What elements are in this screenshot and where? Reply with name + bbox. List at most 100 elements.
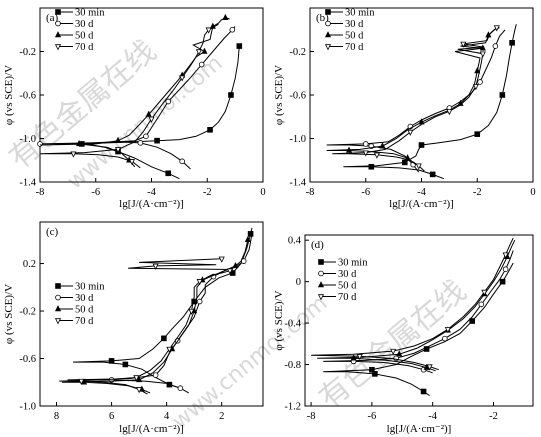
legend-marker xyxy=(324,31,332,38)
legend-marker xyxy=(317,281,325,288)
y-tick-label: -0.6 xyxy=(289,91,306,102)
data-point xyxy=(148,116,155,123)
legend-entry: 30 d xyxy=(338,269,357,280)
data-point xyxy=(222,13,229,20)
data-point xyxy=(115,147,122,154)
data-point xyxy=(115,136,122,143)
data-point xyxy=(228,92,234,98)
data-point xyxy=(165,98,172,105)
series-line xyxy=(332,27,498,172)
data-point xyxy=(396,350,403,357)
series-50-d xyxy=(61,235,251,394)
legend-entry: 30 d xyxy=(75,293,94,304)
y-tick-label: -0.2 xyxy=(19,47,36,58)
panel-label: (b) xyxy=(316,12,329,24)
y-tick-label: 0 xyxy=(296,277,301,288)
x-tick-label: 0 xyxy=(260,187,265,198)
data-point xyxy=(128,159,136,166)
panel-label: (d) xyxy=(311,239,324,251)
y-tick-label: -1.0 xyxy=(289,134,306,145)
y-axis-label: φ (vs SCE)/V xyxy=(273,65,285,125)
data-point xyxy=(177,385,184,391)
x-axis-label: lg[J/(A·cm⁻²)] xyxy=(119,423,184,435)
data-point xyxy=(133,375,140,382)
series-line xyxy=(61,239,249,394)
data-point xyxy=(136,375,143,383)
x-tick-label: -2 xyxy=(489,411,498,422)
legend-entry: 70 d xyxy=(75,42,94,53)
x-tick-label: -8 xyxy=(36,187,45,198)
legend-marker xyxy=(55,9,61,15)
data-point xyxy=(70,151,77,158)
data-point xyxy=(218,256,225,263)
data-point xyxy=(481,289,488,296)
x-axis-label: lg[J/(A·cm⁻²)] xyxy=(387,423,452,435)
data-point xyxy=(198,61,205,68)
y-tick-label: -0.2 xyxy=(289,47,306,58)
data-point xyxy=(136,387,143,394)
data-point xyxy=(362,150,369,157)
series-30-min xyxy=(72,227,254,389)
legend-entry: 30 min xyxy=(345,8,375,19)
data-point xyxy=(78,378,85,385)
panel-4: -8 -6 -4 -2 -1.2 -0.8 -0.4 0 0.4 (d) lg[J/(A·cm⁻²)… xyxy=(273,234,534,435)
y-tick-label: -1.4 xyxy=(289,178,306,189)
data-point xyxy=(196,279,203,286)
legend-marker xyxy=(55,20,61,27)
legend-entry: 30 min xyxy=(75,8,105,19)
legend-marker xyxy=(317,294,325,301)
series-70-d xyxy=(311,237,514,371)
series-30-d xyxy=(37,26,236,170)
data-point xyxy=(379,142,386,149)
data-point xyxy=(469,318,475,324)
legend-marker xyxy=(54,318,62,325)
data-point xyxy=(195,49,202,56)
data-point xyxy=(472,84,479,91)
series-line xyxy=(59,258,233,395)
data-point xyxy=(492,43,499,49)
x-tick-label: -6 xyxy=(368,411,377,422)
series-line xyxy=(343,24,517,180)
data-point xyxy=(350,354,357,361)
x-tick-label: -2 xyxy=(473,187,482,198)
series-30-min xyxy=(343,24,517,180)
panel-1: -8 -6 -4 -2 0 -1.4 -1.0 -0.6 -0.2 (a) lg[J/(A·cm⁻²… xyxy=(3,7,266,210)
legend-entry: 70 d xyxy=(345,42,364,53)
data-point xyxy=(479,51,486,58)
series-line xyxy=(317,239,516,372)
panel-3: 8 6 4 2 -1.0 -0.6 -0.2 0.2 (c) lg[J/(A·cm⁻²)] φ (v… xyxy=(3,221,264,435)
legend-entry: 50 d xyxy=(75,305,94,316)
data-point xyxy=(161,335,167,342)
data-point xyxy=(477,79,483,85)
watermark-cn: 有色金属在线 xyxy=(313,274,473,417)
legend-entry: 50 d xyxy=(75,31,94,42)
series-70-d xyxy=(59,256,234,395)
y-axis-label: φ (vs SCE)/V xyxy=(3,284,15,344)
series-30-min xyxy=(323,262,514,397)
plot-frame xyxy=(304,234,534,407)
data-point xyxy=(493,25,500,32)
legend-entry: 30 d xyxy=(345,19,364,30)
data-point xyxy=(345,146,353,153)
x-axis-label: lg[J/(A·cm⁻²)] xyxy=(389,198,454,210)
data-point xyxy=(166,346,173,353)
legend-entry: 70 d xyxy=(338,292,357,303)
data-point xyxy=(244,235,251,243)
x-tick-label: 8 xyxy=(54,411,59,422)
data-point xyxy=(205,27,212,34)
panel-2: -8 -6 -4 -2 0 -1.4 -1.0 -0.6 -0.2 (b) lg[J/(A·cm⁻²… xyxy=(273,7,536,210)
y-tick-label: -0.2 xyxy=(19,307,36,318)
data-point xyxy=(236,43,243,49)
data-point xyxy=(356,354,363,361)
x-tick-label: -8 xyxy=(306,187,315,198)
data-point xyxy=(418,142,425,148)
data-point xyxy=(442,335,448,342)
y-tick-label: -1.2 xyxy=(284,402,301,413)
y-tick-label: -1.4 xyxy=(19,178,36,189)
data-point xyxy=(502,252,509,259)
data-point xyxy=(122,361,129,368)
data-point xyxy=(369,366,375,373)
data-point xyxy=(372,371,378,377)
